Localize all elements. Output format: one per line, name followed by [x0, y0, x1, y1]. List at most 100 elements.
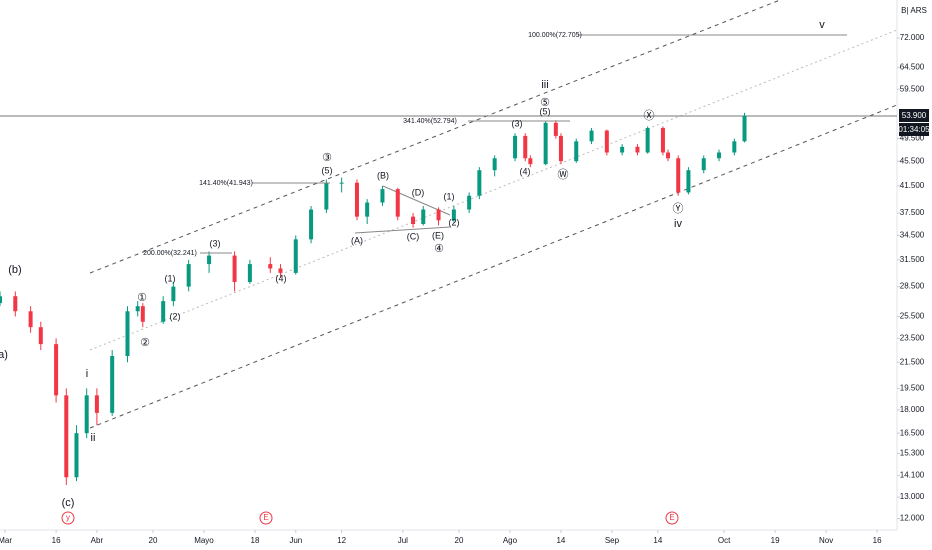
candle-body [28, 311, 33, 328]
candle-body [676, 158, 681, 193]
x-tick-label: Sep [605, 536, 620, 545]
event-label: E [669, 513, 674, 522]
y-tick-label: 16.500 [900, 428, 925, 437]
candle-body [161, 301, 166, 322]
last-price-label: 53.900 [902, 111, 927, 120]
candle-body [645, 127, 650, 153]
y-tick-label: 25.500 [900, 312, 925, 321]
wave-label: (1) [165, 273, 176, 283]
y-tick-label: 31.500 [900, 255, 925, 264]
x-tick-label: Mayo [194, 536, 214, 545]
x-tick-label: Jun [289, 536, 302, 545]
candle-body [268, 264, 273, 269]
channel [89, 0, 898, 429]
candle-body [354, 182, 359, 217]
wave-label: (4) [520, 166, 531, 176]
wave-label: (C) [407, 231, 420, 241]
y-tick-label: 34.500 [900, 231, 925, 240]
wave-label: iv [674, 218, 682, 230]
y-tick-label: 21.500 [900, 357, 925, 366]
wave-label: (2) [170, 311, 181, 321]
event-marker [665, 511, 679, 525]
y-tick-label: 72.000 [900, 33, 925, 42]
candle-body [686, 170, 691, 193]
candle-body [278, 268, 283, 273]
event-marker [61, 511, 75, 525]
triangle-bottom [354, 226, 451, 234]
candle-body [380, 189, 385, 203]
channel-upper [89, 0, 781, 274]
candle-body [635, 146, 640, 153]
candle-body [74, 433, 79, 478]
wave-label: Ⓧ [644, 109, 655, 122]
wave-label: (5) [322, 165, 333, 175]
candle-body [523, 135, 528, 159]
wave-label: Ⓦ [558, 168, 569, 181]
candle-body [553, 122, 558, 136]
candle-body [742, 115, 747, 142]
x-tick-label: Abr [91, 536, 104, 545]
y-tick-label: 41.500 [900, 181, 925, 190]
wave-label: (5) [540, 106, 551, 116]
wave-label: i [86, 368, 88, 380]
wave-label: Ⓨ [673, 202, 684, 215]
candle-body [13, 296, 18, 312]
x-tick-label: 20 [149, 536, 158, 545]
candle-body [171, 286, 176, 302]
y-tick-label: 14.100 [900, 470, 925, 479]
candle-body [94, 395, 99, 413]
x-tick-label: Nov [819, 536, 833, 545]
fib-label: 200.00%(32.241) [143, 250, 197, 257]
wave-label: ⑤ [540, 97, 550, 109]
y-tick-label: 19.500 [900, 384, 925, 393]
candle-body [125, 311, 130, 357]
candle-body [247, 264, 252, 282]
x-tick-label: Jul [398, 536, 408, 545]
y-tick-label: 28.500 [900, 282, 925, 291]
y-tick-label: 37.500 [900, 208, 925, 217]
candle-body [701, 158, 706, 171]
candle-body [110, 356, 115, 413]
candle-body [135, 306, 140, 312]
y-tick-label: 45.500 [900, 156, 925, 165]
wave-label: ① [137, 292, 147, 304]
y-tick-label: 23.500 [900, 333, 925, 342]
fib-label: 341.40%(52.794) [403, 118, 457, 125]
candle-body [666, 152, 671, 159]
x-tick-label: Mar [0, 536, 12, 545]
y-tick-label: 12.000 [900, 514, 925, 523]
candle-body [309, 209, 314, 240]
wave-label: (3) [512, 118, 523, 128]
candle-body [293, 239, 298, 273]
x-tick-label: 16 [873, 536, 882, 545]
wave-label: (3) [210, 238, 221, 248]
x-tick-label: 18 [251, 536, 260, 545]
candle-body [732, 141, 737, 153]
candle-body [451, 209, 456, 221]
wave-label: (b) [8, 264, 21, 276]
wave-label: (4) [276, 273, 287, 283]
candle-body [324, 182, 329, 210]
wave-label: (2) [449, 217, 460, 227]
wave-label: v [819, 19, 825, 31]
candle-body [54, 344, 59, 396]
event-marker [259, 511, 273, 525]
x-tick-label: 16 [52, 536, 61, 545]
x-tick-label: 14 [556, 536, 565, 545]
currency: B| ARS [901, 6, 927, 15]
candle-body [604, 130, 609, 153]
candle-body [84, 395, 89, 434]
x-tick-label: 14 [653, 536, 662, 545]
candle-body [395, 189, 400, 217]
last-price-box [899, 109, 929, 122]
fib-label: 141.40%(41.943) [199, 180, 253, 187]
candle-body [0, 296, 2, 304]
wave-label: (E) [432, 230, 444, 240]
candle-body [467, 195, 472, 210]
candle-body [140, 306, 145, 322]
wave-label: ③ [322, 152, 332, 164]
wave-label: a) [0, 349, 8, 361]
event-label: y [66, 513, 70, 522]
candle-body [492, 158, 497, 171]
